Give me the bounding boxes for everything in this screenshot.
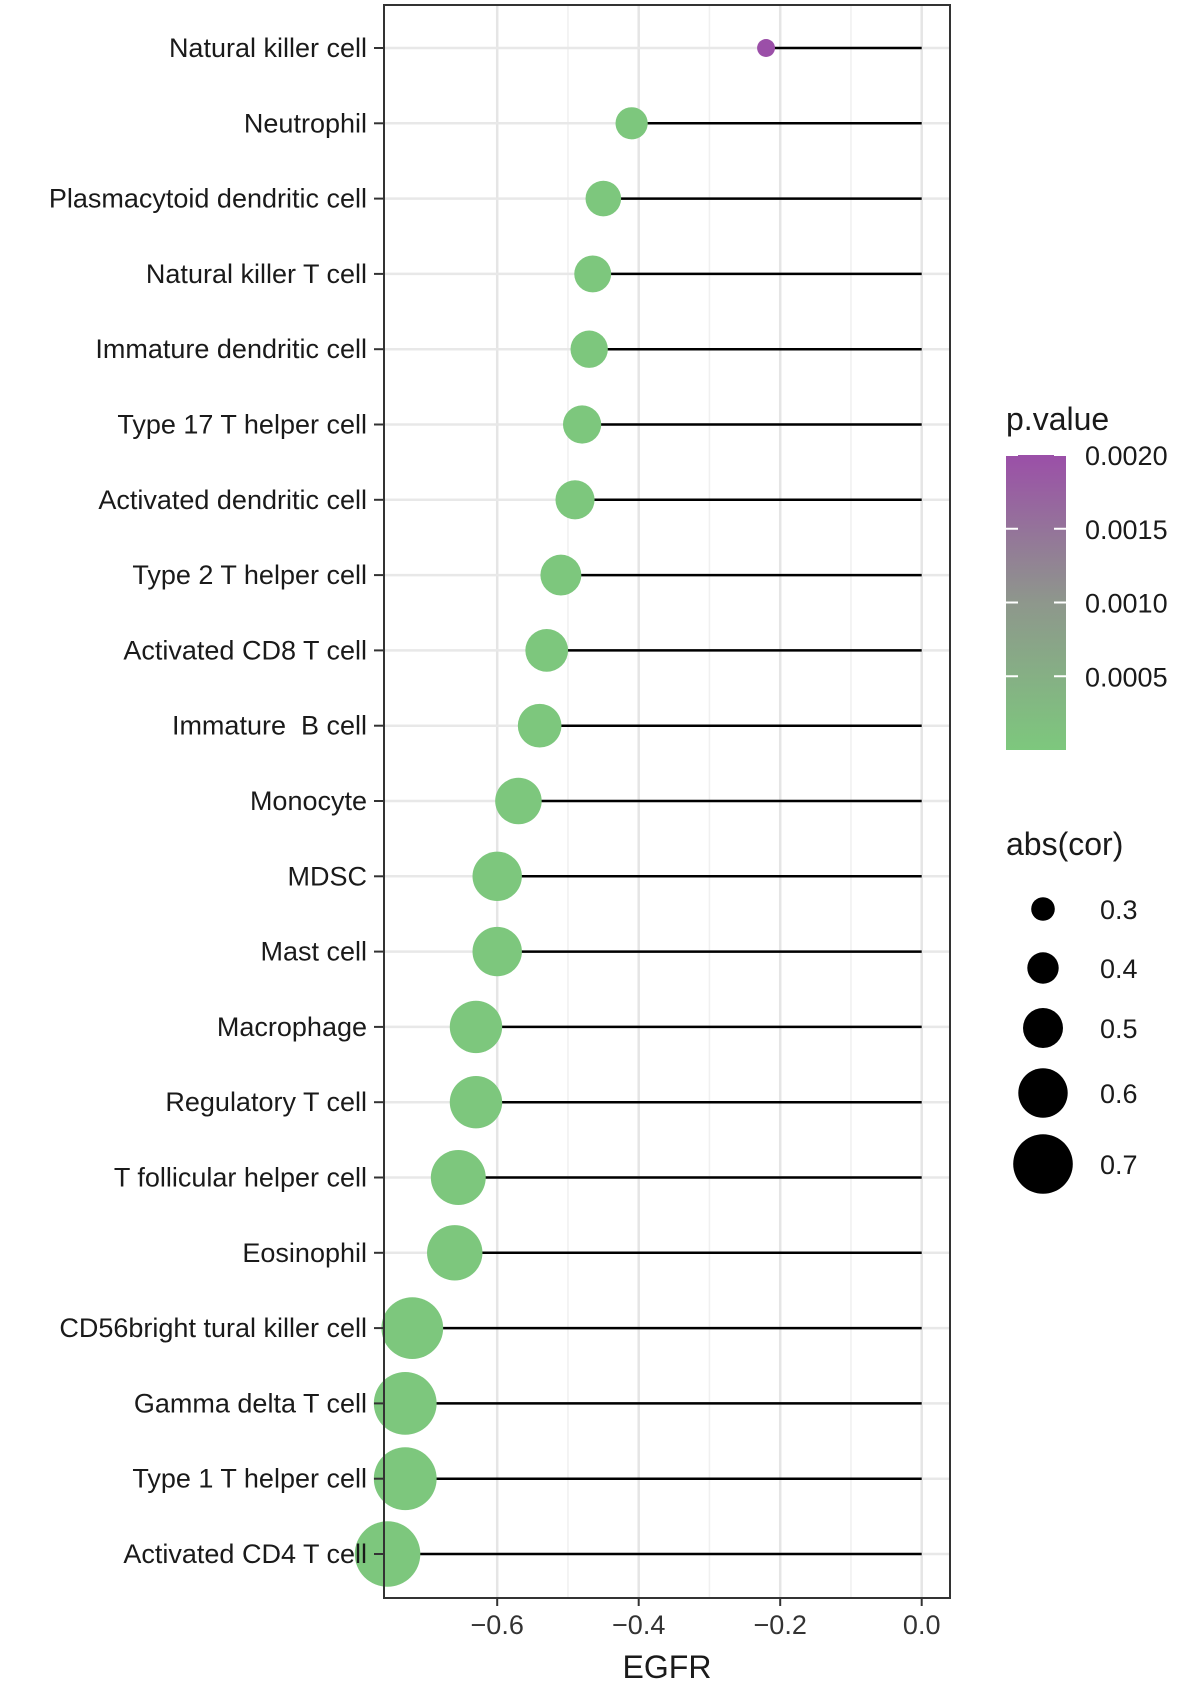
lollipop-point: [540, 554, 582, 596]
size-legend-title: abs(cor): [1006, 826, 1123, 862]
size-legend-keys: 0.3 0.4 0.5 0.6 0.7: [1013, 895, 1138, 1194]
lollipop-point: [495, 777, 542, 825]
lollipop-point: [449, 1076, 503, 1129]
y-tick-label: Gamma delta T cell: [134, 1388, 367, 1418]
lollipop-point: [373, 1447, 437, 1511]
size-legend-label: 0.4: [1100, 954, 1138, 984]
color-legend-label: 0.0020: [1085, 441, 1168, 471]
size-legend: abs(cor) 0.3 0.4 0.5 0.6 0.7: [1006, 826, 1138, 1194]
size-legend-label: 0.5: [1100, 1014, 1138, 1044]
y-tick-label: Neutrophil: [244, 108, 367, 138]
y-tick-label: Eosinophil: [242, 1238, 367, 1268]
lollipop-point: [430, 1150, 486, 1205]
x-axis-title: EGFR: [623, 1649, 712, 1681]
y-tick-label: Regulatory T cell: [165, 1087, 367, 1117]
size-legend-label: 0.7: [1100, 1150, 1138, 1180]
size-legend-key: [1018, 1068, 1068, 1118]
size-legend-key: [1013, 1134, 1073, 1194]
y-tick-label: T follicular helper cell: [114, 1163, 367, 1193]
point-layer: [354, 39, 776, 1587]
color-legend-ticks: 0.0020 0.0015 0.0010 0.0005: [1006, 441, 1168, 692]
color-legend-label: 0.0010: [1085, 589, 1168, 619]
lollipop-point: [615, 107, 648, 140]
size-legend-label: 0.3: [1100, 895, 1138, 925]
lollipop-point: [517, 703, 562, 748]
y-tick-label: Activated CD4 T cell: [123, 1539, 367, 1569]
y-tick-label: Immature dendritic cell: [95, 334, 367, 364]
y-tick-label: Activated dendritic cell: [98, 485, 367, 515]
lollipop-point: [354, 1521, 421, 1587]
y-tick-label: CD56bright tural killer cell: [59, 1313, 367, 1343]
y-tick-label: Type 2 T helper cell: [132, 560, 367, 590]
x-axis-ticks: −0.6 −0.4 −0.2 0.0: [471, 1598, 941, 1640]
color-legend-label: 0.0005: [1085, 662, 1168, 692]
size-legend-key: [1031, 897, 1055, 921]
lollipop-point: [570, 330, 608, 368]
y-tick-label: Plasmacytoid dendritic cell: [49, 184, 367, 214]
y-tick-label: Macrophage: [217, 1012, 367, 1042]
y-tick-label: Monocyte: [250, 786, 367, 816]
lollipop-point: [472, 926, 522, 977]
color-legend-label: 0.0015: [1085, 515, 1168, 545]
y-tick-label: Natural killer cell: [169, 33, 367, 63]
lollipop-point: [472, 851, 522, 901]
lollipop-point: [381, 1297, 444, 1359]
color-legend: p.value 0.0020 0.0015 0.0010 0.0005: [1006, 401, 1168, 750]
lollipop-point: [562, 405, 602, 444]
y-tick-label: MDSC: [288, 861, 368, 891]
y-tick-label: Activated CD8 T cell: [123, 635, 367, 665]
lollipop-point: [585, 180, 622, 217]
y-tick-label: Type 1 T helper cell: [132, 1464, 367, 1494]
lollipop-point: [449, 1000, 503, 1054]
lollipop-point: [574, 255, 612, 293]
y-tick-label: Mast cell: [260, 937, 367, 967]
y-tick-label: Immature B cell: [172, 711, 367, 741]
lollipop-point: [427, 1225, 483, 1281]
lollipop-point: [373, 1371, 437, 1435]
lollipop-point: [757, 39, 776, 57]
x-tick-label: 0.0: [903, 1610, 941, 1640]
size-legend-key: [1027, 952, 1059, 984]
x-tick-label: −0.4: [612, 1610, 665, 1640]
y-axis-labels: Natural killer cell Neutrophil Plasmacytoi…: [49, 33, 384, 1569]
y-tick-label: Natural killer T cell: [146, 259, 367, 289]
x-tick-label: −0.2: [754, 1610, 807, 1640]
lollipop-point: [555, 480, 595, 520]
color-legend-title: p.value: [1006, 401, 1109, 437]
y-tick-label: Type 17 T helper cell: [117, 410, 367, 440]
size-legend-label: 0.6: [1100, 1079, 1138, 1109]
stem-layer: [387, 46, 922, 1556]
lollipop-point: [525, 629, 569, 672]
x-tick-label: −0.6: [471, 1610, 524, 1640]
size-legend-key: [1023, 1008, 1063, 1048]
